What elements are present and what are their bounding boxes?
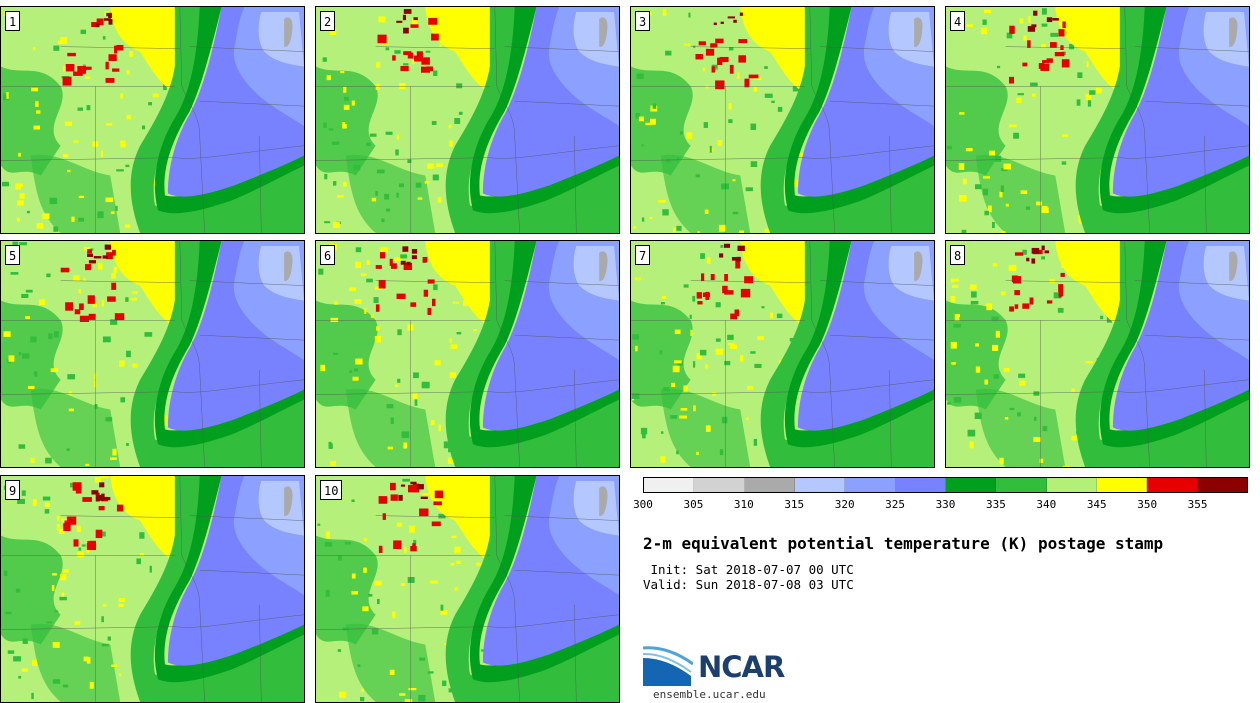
panel-number-label: 10 [320,480,343,500]
logo-url: ensemble.ucar.edu [653,688,766,701]
colorbar-tick-label: 355 [1187,498,1208,511]
ensemble-member-map-7: 7 [630,240,935,468]
panel-number-label: 8 [950,245,966,265]
colorbar-tick-label: 305 [683,498,704,511]
panel-number-label: 7 [635,245,651,265]
colorbar-tick-label: 315 [784,498,805,511]
ensemble-member-map-4: 4 [945,6,1250,234]
ensemble-member-map-2: 2 [315,6,620,234]
ncar-logo-text: NCAR [698,650,785,684]
ensemble-member-map-10: 10 [315,475,620,703]
colorbar-segment [694,478,745,492]
panel-number-label: 5 [5,245,21,265]
colorbar-tick-label: 340 [1036,498,1057,511]
panel-number-label: 3 [635,11,651,31]
colorbar-segment [1147,478,1198,492]
colorbar-tick-label: 300 [633,498,653,511]
colorbar [643,477,1248,493]
panel-number-label: 9 [5,480,21,500]
colorbar-tick-label: 330 [935,498,956,511]
colorbar-segment [895,478,946,492]
colorbar-segment [744,478,795,492]
panel-number-label: 4 [950,11,966,31]
colorbar-tick-label: 320 [834,498,855,511]
colorbar-segment [644,478,695,492]
ensemble-member-map-6: 6 [315,240,620,468]
colorbar-tick-label: 335 [985,498,1006,511]
valid-time: Valid: Sun 2018-07-08 03 UTC [643,577,854,592]
colorbar-tick-label: 310 [733,498,754,511]
ensemble-member-map-3: 3 [630,6,935,234]
colorbar-segment [794,478,846,492]
colorbar-tick-label: 350 [1137,498,1158,511]
ensemble-member-map-5: 5 [0,240,305,468]
colorbar-tick-label: 325 [885,498,906,511]
colorbar-segment [996,478,1047,492]
colorbar-segment [1046,478,1097,492]
colorbar-segment [945,478,997,492]
colorbar-segment [1197,478,1247,492]
panel-number-label: 2 [320,11,336,31]
figure-title: 2-m equivalent potential temperature (K)… [643,534,1164,553]
ensemble-member-map-8: 8 [945,240,1250,468]
panel-number-label: 1 [5,11,21,31]
colorbar-ticks: 300 305 310 315 320 325 330 335 340 345 350 355 [633,498,1248,512]
colorbar-segment [845,478,896,492]
colorbar-tick-label: 345 [1086,498,1107,511]
ensemble-member-map-1: 1 [0,6,305,234]
init-time: Init: Sat 2018-07-07 00 UTC [643,562,854,577]
panel-number-label: 6 [320,245,336,265]
ncar-logo-mark-icon [643,646,693,686]
colorbar-segment [1096,478,1148,492]
ncar-logo: NCAR [643,646,803,696]
ensemble-member-map-9: 9 [0,475,305,703]
